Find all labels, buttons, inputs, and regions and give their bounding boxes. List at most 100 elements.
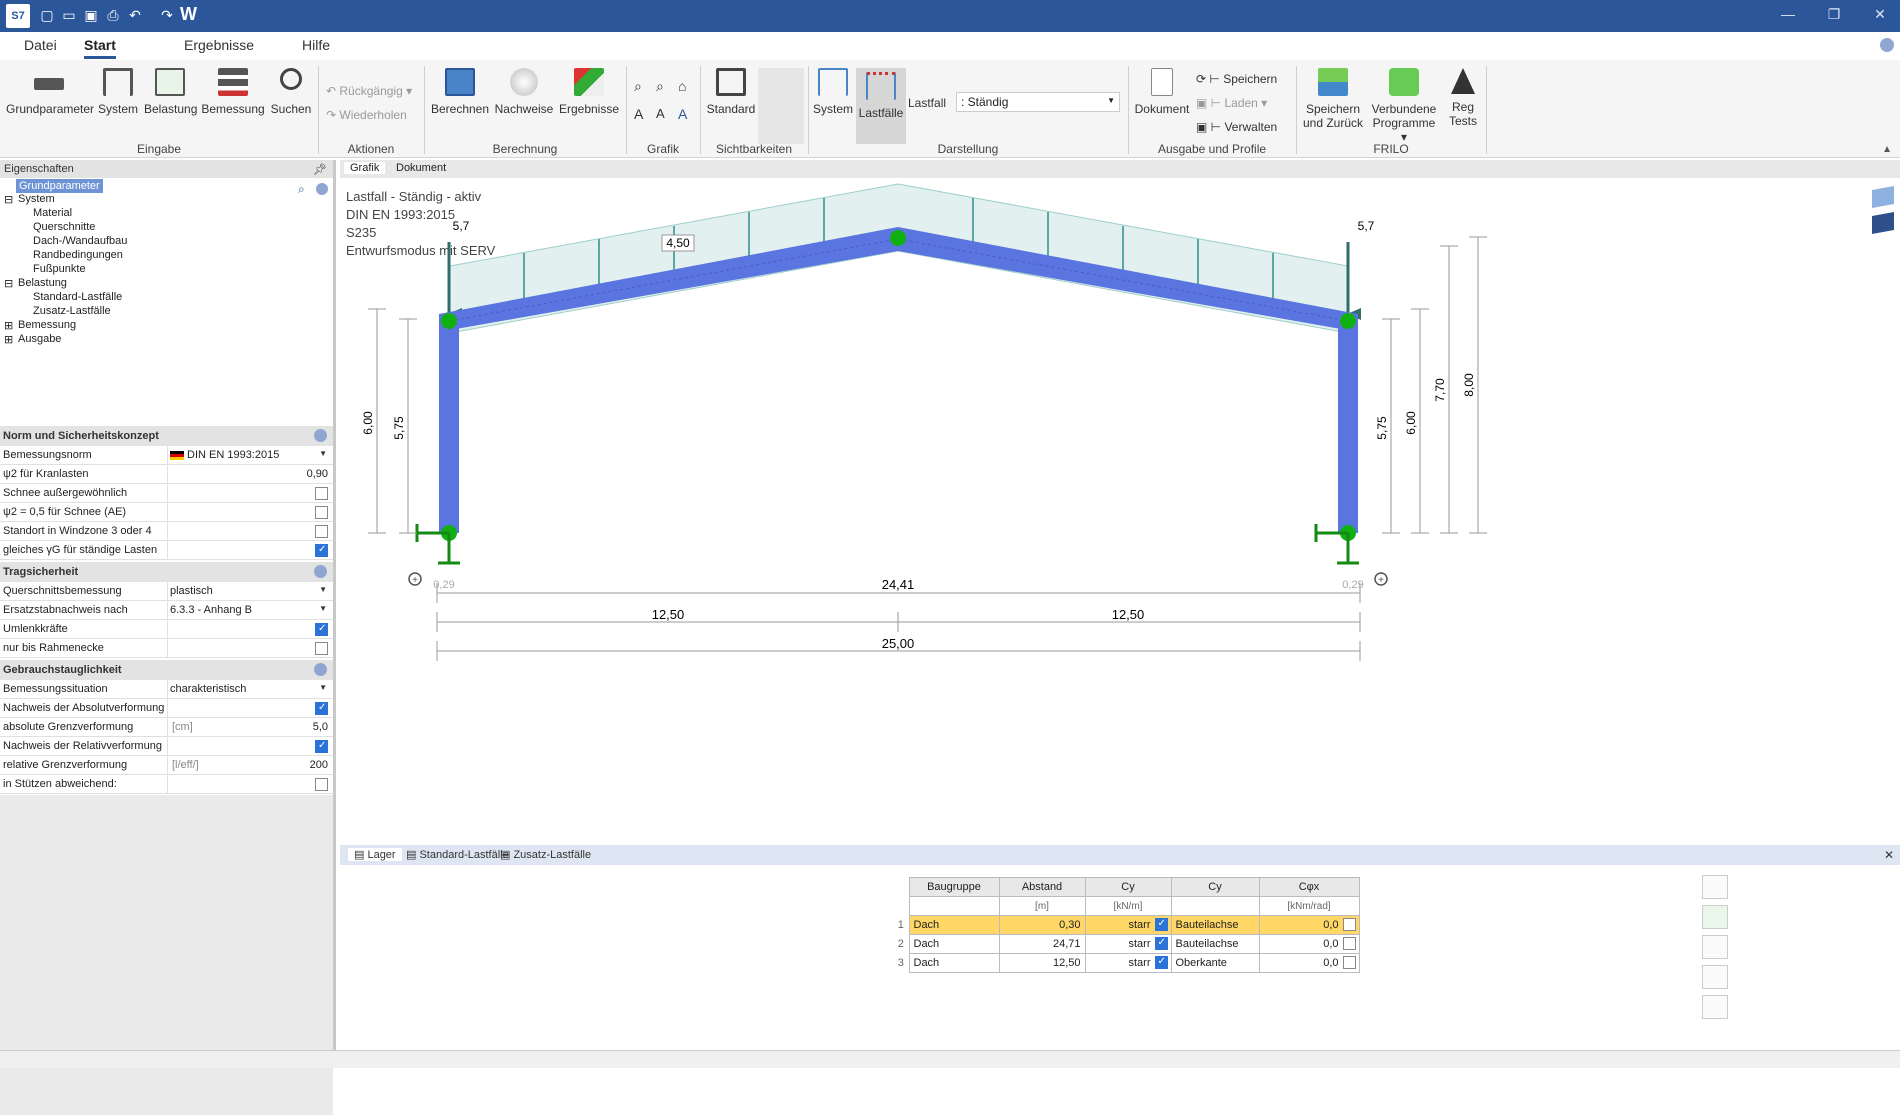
tab-dokument[interactable]: Dokument bbox=[396, 162, 447, 174]
row-umlenkkraefte[interactable]: Umlenkkräfte bbox=[0, 620, 333, 639]
collapse-ribbon-icon[interactable]: ▲ bbox=[1882, 144, 1892, 155]
checkbox[interactable] bbox=[1342, 956, 1356, 969]
checkbox[interactable] bbox=[315, 778, 328, 791]
row-windzone[interactable]: Standort in Windzone 3 oder 4 bbox=[0, 522, 333, 541]
lastfall-dropdown[interactable]: : Ständig ▼ bbox=[956, 92, 1120, 112]
checkbox[interactable] bbox=[315, 642, 328, 655]
nachweise-button[interactable]: Nachweise bbox=[494, 68, 554, 116]
tree-toggle-bemessung[interactable]: ⊞ bbox=[4, 320, 14, 332]
reg-tests-button[interactable]: Reg Tests bbox=[1444, 68, 1482, 128]
row-psi2-kran[interactable]: ψ2 für Kranlasten 0,90 bbox=[0, 465, 333, 484]
row-absolutverformung[interactable]: Nachweis der Absolutverformung bbox=[0, 699, 333, 718]
tree-item-standard-lastfaelle[interactable]: Standard-Lastfälle bbox=[33, 291, 123, 303]
row-psi2-schnee[interactable]: ψ2 = 0,5 für Schnee (AE) bbox=[0, 503, 333, 522]
open-folder-icon[interactable]: ▭ bbox=[62, 7, 76, 23]
belastung-button[interactable]: Belastung bbox=[144, 68, 197, 116]
table-row[interactable]: 2 Dach 24,71 starr Bauteilachse 0,0 bbox=[893, 934, 1360, 954]
tree-item-querschnitte[interactable]: Querschnitte bbox=[33, 221, 96, 233]
minimize-icon[interactable]: — bbox=[1781, 6, 1795, 22]
row-rahmenecke[interactable]: nur bis Rahmenecke bbox=[0, 639, 333, 658]
system-view-button[interactable]: System bbox=[812, 68, 854, 116]
help-icon[interactable] bbox=[1880, 38, 1894, 52]
tab-standard-lastfaelle[interactable]: ▤ Standard-Lastfälle bbox=[406, 849, 509, 861]
checkbox[interactable] bbox=[1154, 918, 1168, 931]
tree-item-randbedingungen[interactable]: Randbedingungen bbox=[33, 249, 123, 261]
tree-item-grundparameter[interactable]: Grundparameter bbox=[16, 179, 103, 193]
insert-row-icon[interactable] bbox=[1702, 935, 1728, 959]
search-icon[interactable]: ⌕ bbox=[298, 182, 305, 196]
rafter[interactable] bbox=[439, 227, 1358, 332]
row-abs-grenzverformung[interactable]: absolute Grenzverformung [cm] 5,0 bbox=[0, 718, 333, 737]
section-norm[interactable]: Norm und Sicherheitskonzept bbox=[0, 426, 333, 446]
zoom-in-icon[interactable]: ⌕ bbox=[634, 78, 642, 94]
berechnen-button[interactable]: Berechnen bbox=[430, 68, 490, 116]
section-tragsicherheit[interactable]: Tragsicherheit bbox=[0, 562, 333, 582]
tree-item-fusspunkte[interactable]: Fußpunkte bbox=[33, 263, 86, 275]
font-decrease-icon[interactable]: A bbox=[656, 106, 665, 121]
row-querschnittsbemessung[interactable]: Querschnittsbemessung plastisch ▼ bbox=[0, 582, 333, 601]
delete-row-icon[interactable] bbox=[1702, 965, 1728, 989]
tree-item-zusatz-lastfaelle[interactable]: Zusatz-Lastfälle bbox=[33, 305, 111, 317]
home-icon[interactable]: ⌂ bbox=[678, 78, 687, 94]
checkbox[interactable] bbox=[315, 702, 328, 715]
collapse-icon[interactable] bbox=[314, 663, 327, 676]
checkbox[interactable] bbox=[1342, 937, 1356, 950]
tree-item-bemessung[interactable]: Bemessung bbox=[18, 319, 77, 331]
tab-zusatz-lastfaelle[interactable]: ▤ Zusatz-Lastfälle bbox=[500, 849, 592, 861]
verwalten-button[interactable]: ▣ ⊢ Verwalten bbox=[1196, 120, 1278, 134]
system-button[interactable]: System bbox=[96, 68, 140, 116]
node-ridge[interactable] bbox=[890, 230, 906, 246]
collapse-icon[interactable] bbox=[314, 429, 327, 442]
checkbox[interactable] bbox=[315, 544, 328, 557]
row-gamma-g[interactable]: gleiches γG für ständige Lasten bbox=[0, 541, 333, 560]
table-row[interactable]: 3 Dach 12,50 starr Oberkante 0,0 bbox=[893, 953, 1360, 973]
undo-button[interactable]: ↶ Rückgängig ▾ bbox=[326, 84, 413, 98]
print-icon[interactable]: ⎙ bbox=[107, 7, 119, 23]
visibility-toggles[interactable] bbox=[758, 68, 804, 144]
redo-icon[interactable]: ↷ bbox=[161, 7, 173, 23]
close-panel-icon[interactable]: ✕ bbox=[1883, 848, 1894, 862]
row-schnee-ae[interactable]: Schnee außergewöhnlich bbox=[0, 484, 333, 503]
tab-ergebnisse[interactable]: Ergebnisse bbox=[184, 37, 255, 53]
save-icon[interactable]: ▣ bbox=[84, 7, 98, 23]
standard-button[interactable]: Standard bbox=[706, 68, 756, 116]
tab-grafik[interactable]: Grafik bbox=[344, 162, 386, 174]
zoom-out-icon[interactable]: ⌕ bbox=[656, 78, 664, 94]
tab-start[interactable]: Start bbox=[84, 37, 116, 59]
section-gebrauchstauglichkeit[interactable]: Gebrauchstauglichkeit bbox=[0, 660, 333, 680]
suchen-button[interactable]: Suchen bbox=[270, 68, 312, 116]
checkbox[interactable] bbox=[1154, 937, 1168, 950]
collapse-icon[interactable] bbox=[314, 565, 327, 578]
column-right[interactable] bbox=[1338, 321, 1358, 533]
checkbox[interactable] bbox=[315, 525, 328, 538]
settings-icon[interactable] bbox=[316, 183, 328, 195]
row-bemessungssituation[interactable]: Bemessungssituation charakteristisch ▼ bbox=[0, 680, 333, 699]
tree-item-belastung[interactable]: Belastung bbox=[18, 277, 67, 289]
checkbox[interactable] bbox=[1342, 918, 1356, 931]
speichern-zurueck-button[interactable]: Speichern und Zurück bbox=[1302, 68, 1364, 130]
tree-toggle-system[interactable]: ⊟ bbox=[4, 194, 14, 206]
add-left-icon[interactable] bbox=[408, 572, 422, 586]
tree-item-ausgabe[interactable]: Ausgabe bbox=[18, 333, 62, 345]
close-icon[interactable]: ✕ bbox=[1874, 6, 1886, 22]
tree-item-material[interactable]: Material bbox=[33, 207, 73, 219]
tab-hilfe[interactable]: Hilfe bbox=[302, 37, 331, 53]
row-stuetzen-abweichend[interactable]: in Stützen abweichend: bbox=[0, 775, 333, 794]
row-bemessungsnorm[interactable]: Bemessungsnorm DIN EN 1993:2015 ▼ bbox=[0, 446, 333, 465]
w-logo[interactable]: W bbox=[180, 4, 197, 24]
row-rel-grenzverformung[interactable]: relative Grenzverformung [l/eff/] 200 bbox=[0, 756, 333, 775]
add-right-icon[interactable] bbox=[1374, 572, 1388, 586]
app-icon[interactable]: S7 bbox=[6, 4, 30, 28]
checkbox[interactable] bbox=[1154, 956, 1168, 969]
frame-drawing[interactable]: 5,7 5,7 4,50 bbox=[340, 178, 1900, 843]
lastfaelle-button[interactable]: Lastfälle bbox=[856, 68, 906, 144]
support-right[interactable] bbox=[1314, 524, 1359, 565]
row-ersatzstab[interactable]: Ersatzstabnachweis nach 6.3.3 - Anhang B ▼ bbox=[0, 601, 333, 620]
checkbox[interactable] bbox=[315, 740, 328, 753]
tree-item-dachwandaufbau[interactable]: Dach-/Wandaufbau bbox=[33, 235, 128, 247]
column-left[interactable] bbox=[439, 321, 459, 533]
tab-lager[interactable]: ▤ Lager bbox=[348, 848, 402, 861]
bemessung-button[interactable]: Bemessung bbox=[200, 68, 266, 116]
row-relativverformung[interactable]: Nachweis der Relativverformung bbox=[0, 737, 333, 756]
restore-icon[interactable]: ❐ bbox=[1827, 6, 1841, 22]
